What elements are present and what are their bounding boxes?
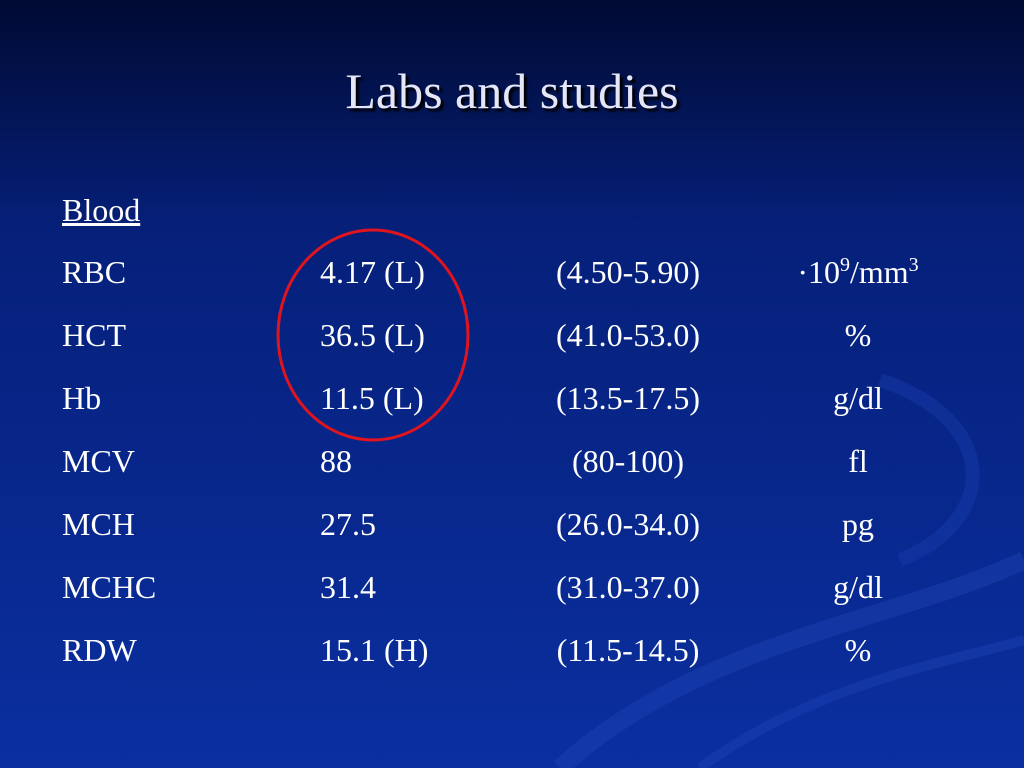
unit-text: pg bbox=[842, 506, 874, 542]
reference-range: (31.0-37.0) bbox=[556, 569, 700, 605]
unit-text: % bbox=[844, 632, 872, 668]
unit-text: ·10 bbox=[797, 254, 840, 290]
unit-text: /mm bbox=[849, 254, 909, 290]
test-name: MCHC bbox=[62, 569, 157, 605]
reference-range: (11.5-14.5) bbox=[556, 632, 700, 668]
test-value: 15.1 (H) bbox=[320, 632, 429, 668]
slide-title: Labs and studies bbox=[345, 63, 679, 119]
unit: ·109/mm3 bbox=[797, 252, 918, 292]
reference-range: (4.50-5.90) bbox=[556, 254, 700, 290]
unit: g/dl bbox=[833, 378, 883, 418]
unit-exponent: 3 bbox=[908, 254, 919, 276]
unit: g/dl bbox=[833, 567, 883, 607]
section-heading: Blood bbox=[62, 192, 141, 228]
unit: fl bbox=[848, 441, 868, 481]
unit-text: g/dl bbox=[833, 380, 883, 416]
test-value: 88 bbox=[320, 443, 352, 479]
unit: pg bbox=[842, 504, 874, 544]
test-value: 27.5 bbox=[320, 506, 376, 542]
test-value: 31.4 bbox=[320, 569, 376, 605]
unit: % bbox=[845, 630, 872, 670]
test-name: Hb bbox=[62, 380, 102, 416]
test-name: MCV bbox=[62, 443, 135, 479]
test-value: 4.17 (L) bbox=[320, 254, 425, 290]
test-name: RDW bbox=[62, 632, 137, 668]
unit-text: % bbox=[844, 317, 872, 353]
highlight-circle bbox=[276, 228, 470, 442]
test-value: 36.5 (L) bbox=[320, 317, 425, 353]
unit-exponent: 9 bbox=[839, 254, 850, 276]
test-name: MCH bbox=[62, 506, 135, 542]
test-name: HCT bbox=[62, 317, 126, 353]
unit-text: g/dl bbox=[833, 569, 883, 605]
reference-range: (41.0-53.0) bbox=[556, 317, 700, 353]
unit: % bbox=[845, 315, 872, 355]
unit-text: fl bbox=[848, 443, 868, 479]
reference-range: (13.5-17.5) bbox=[556, 380, 700, 416]
reference-range: (80-100) bbox=[572, 443, 684, 479]
test-value: 11.5 (L) bbox=[320, 380, 424, 416]
reference-range: (26.0-34.0) bbox=[556, 506, 700, 542]
test-name: RBC bbox=[62, 254, 127, 290]
